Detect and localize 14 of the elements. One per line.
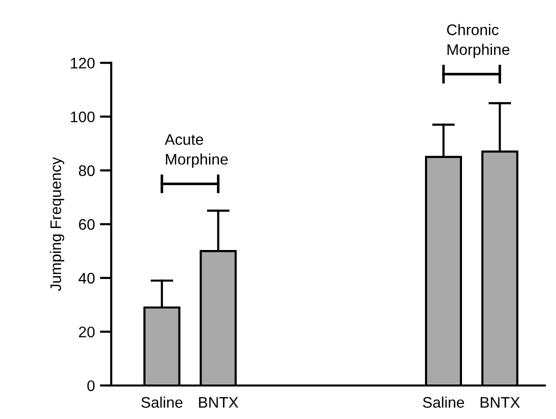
y-tick-label: 60	[79, 219, 95, 230]
y-axis-title: Jumping Frequency	[50, 157, 64, 292]
text: Chronic Morphine	[447, 24, 510, 58]
y-tick-label: 120	[70, 58, 95, 69]
x-tick-label: Saline	[422, 396, 464, 408]
y-tick-label: 80	[78, 165, 95, 176]
y-tick-label: 20	[79, 326, 95, 338]
y-tick-label: 0	[87, 380, 95, 392]
x-tick-label: BNTX	[480, 397, 520, 408]
annotation: Acute Morphine	[164, 134, 228, 168]
y-tick-label: 40	[78, 272, 95, 284]
x-tick-label: BNTX	[199, 397, 238, 408]
x-tick-label: Saline	[141, 396, 182, 408]
y-tick-label: 100	[70, 111, 95, 122]
